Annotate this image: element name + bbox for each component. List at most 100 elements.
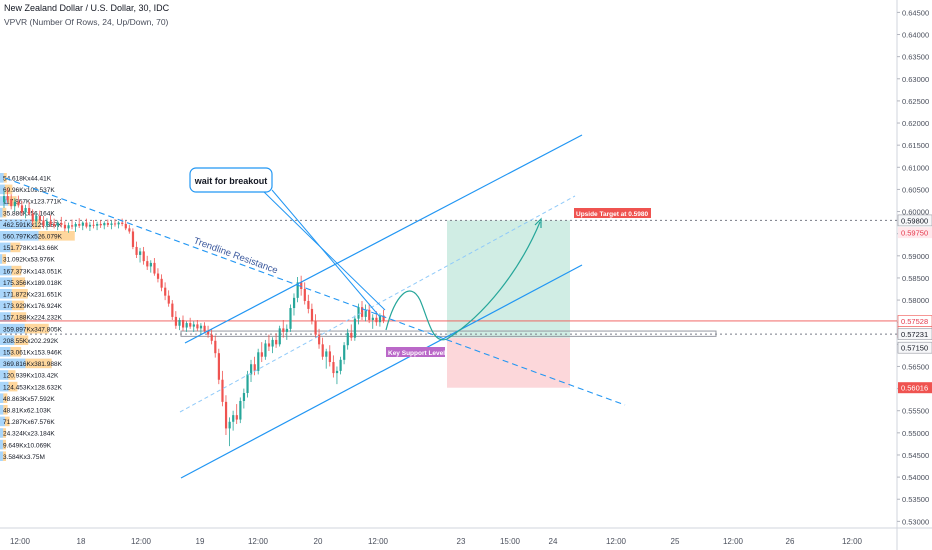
candle-body [96, 223, 99, 226]
candle-body [321, 344, 324, 357]
vp-down-bar [2, 451, 6, 461]
vp-row-label: 171.872Kx231.651K [3, 292, 63, 299]
vp-row-label: 69.96Kx109.537K [3, 187, 55, 194]
candle-body [207, 331, 210, 335]
y-tick-label: 0.54000 [902, 473, 929, 482]
candle-body [300, 282, 303, 290]
chart-drawings [4, 134, 626, 479]
y-tick-label: 0.60500 [902, 185, 929, 194]
vp-row-label: 24.324Kx23.184K [3, 431, 55, 438]
candlestick-series [3, 188, 385, 447]
candle-body [292, 297, 296, 309]
candle-body [210, 334, 213, 341]
candle-body [110, 223, 113, 225]
price-label-support-text: 0.57231 [901, 330, 928, 339]
candle-body [357, 307, 360, 319]
candle-body [232, 415, 235, 422]
vp-down-bar [10, 242, 21, 253]
y-tick-label: 0.62500 [902, 97, 929, 106]
candle-body [146, 261, 149, 267]
candle-body [117, 222, 120, 225]
vp-row-label: 3.584Kx3.75M [3, 454, 45, 461]
candle-body [171, 303, 174, 317]
vp-up-bar [0, 184, 5, 195]
candle-body [235, 415, 238, 420]
candle-body [264, 343, 267, 357]
y-tick-label: 0.58000 [902, 296, 929, 305]
x-tick-label: 12:00 [723, 537, 744, 546]
candle-body [339, 359, 342, 371]
candle-body [103, 223, 106, 226]
candle-body [153, 262, 156, 274]
y-tick-label: 0.58500 [902, 274, 929, 283]
candle-body [199, 325, 203, 329]
vp-row-label: 175.356Kx189.018K [3, 280, 63, 287]
candle-body [343, 345, 346, 360]
vp-down-bar [12, 277, 26, 287]
vp-down-bar [3, 393, 8, 403]
vp-row-label: 48.863Kx57.592K [3, 396, 55, 403]
candle-body [282, 328, 285, 332]
price-label-current [898, 227, 932, 239]
symbol-title: New Zealand Dollar / U.S. Dollar, 30, ID… [4, 3, 170, 13]
time-axis[interactable]: 12:00 18 12:00 19 12:00 20 12:00 23 15:00 24 12:00… [10, 537, 863, 546]
vp-down-bar [38, 231, 75, 241]
trendline-label: Trendline Resistance [192, 235, 279, 276]
vp-up-bar [0, 265, 12, 276]
vp-down-bar [10, 347, 22, 357]
candle-body [106, 223, 110, 225]
candle-body [217, 353, 220, 380]
vp-down-bar [11, 265, 22, 276]
channel-lower-line [180, 264, 583, 479]
price-label-last-text: 0.57528 [901, 317, 928, 326]
candle-body [164, 287, 167, 296]
price-label-entry-text: 0.57150 [901, 344, 928, 353]
vp-down-bar [11, 289, 28, 299]
price-label-target-text: 0.59800 [901, 216, 928, 225]
candle-body [278, 328, 281, 345]
candle-body [239, 400, 242, 420]
vp-down-bar [14, 335, 29, 345]
candle-body [182, 319, 185, 328]
channel-upper-line [184, 134, 583, 344]
candle-body [275, 339, 278, 345]
vp-row-label: 359.897Kx347.805K [3, 326, 63, 333]
candle-body [78, 223, 81, 226]
candle-body [113, 223, 117, 225]
candle-body [35, 215, 38, 222]
candle-body [189, 323, 192, 327]
indicator-legend: VPVR (Number Of Rows, 24, Up/Down, 70) [4, 17, 169, 27]
target-badge-text: Upside Target at 0.5980 [576, 211, 649, 218]
candle-body [250, 364, 253, 375]
candle-body [121, 222, 124, 224]
y-tick-label: 0.53000 [902, 517, 929, 526]
vp-row-label: 153.061Kx153.946K [3, 350, 63, 357]
y-tick-label: 0.63000 [902, 75, 929, 84]
x-tick-label: 15:00 [500, 537, 521, 546]
candle-body [364, 309, 367, 317]
candle-body [303, 289, 306, 301]
candle-body [314, 321, 317, 335]
x-tick-label: 12:00 [10, 537, 31, 546]
candle-body [185, 323, 188, 328]
channel-midline [179, 195, 576, 413]
vp-row-label: 208.55Kx202.292K [3, 338, 59, 345]
x-tick-label: 19 [196, 537, 205, 546]
projected-upside-path [446, 221, 541, 340]
candle-body [192, 324, 195, 327]
x-tick-label: 12:00 [248, 537, 269, 546]
price-label-stop [898, 382, 932, 394]
volume-profile: 54.618Kx44.41K 69.96Kx109.537K 117.867Kx12… [0, 173, 75, 461]
vp-up-bar [0, 242, 11, 253]
candle-body [307, 300, 310, 309]
x-tick-label: 18 [77, 537, 86, 546]
vp-row-label: 54.618Kx44.41K [3, 176, 52, 183]
x-tick-label: 26 [786, 537, 795, 546]
candle-body [285, 328, 289, 332]
y-tick-label: 0.63500 [902, 53, 929, 62]
candle-body [368, 309, 371, 320]
vp-down-bar [25, 358, 52, 369]
x-tick-label: 12:00 [606, 537, 627, 546]
